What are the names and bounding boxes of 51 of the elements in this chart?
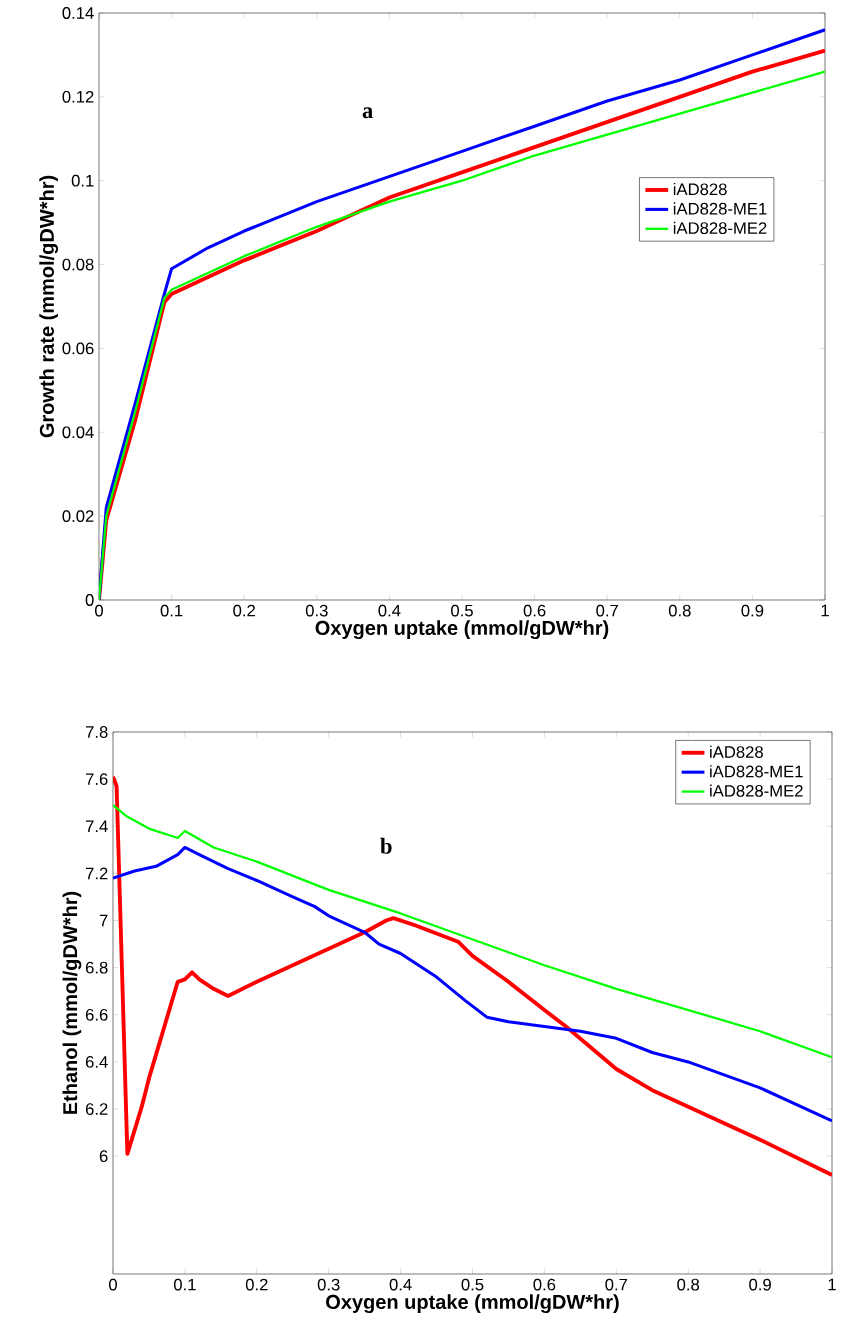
x-tick-label: 0.2 <box>233 604 255 617</box>
y-tick-label: 7.6 <box>85 773 108 786</box>
y-tick-label: 0.1 <box>71 174 94 187</box>
x-tick-label: 0.9 <box>749 1278 771 1291</box>
x-tick-label: 0.4 <box>389 1278 412 1291</box>
x-tick-label: 0.8 <box>677 1278 700 1291</box>
x-tick-label: 0.3 <box>317 1278 340 1291</box>
y-tick-label: 7.8 <box>85 726 108 738</box>
x-axis-title: Oxygen uptake (mmol/gDW*hr) <box>326 1294 619 1314</box>
x-tick-label: 1 <box>828 1278 836 1291</box>
x-tick-label: 0.8 <box>668 604 691 617</box>
x-tick-label: 0.5 <box>461 1278 484 1291</box>
legend-label: iAD828-ME2 <box>673 221 767 235</box>
y-tick-label: 0.06 <box>62 342 94 355</box>
x-tick-label: 0.1 <box>173 1278 196 1291</box>
x-tick-label: 0.1 <box>160 604 183 617</box>
annotation: a <box>362 107 373 119</box>
annotation: b <box>380 837 392 854</box>
y-axis-title: Ethanol (mmol/gDW*hr) <box>62 891 82 1114</box>
y-tick-label: 0 <box>85 594 94 606</box>
y-tick-label: 0.02 <box>62 510 94 523</box>
legend-label: iAD828 <box>673 182 727 196</box>
x-tick-label: 0.6 <box>523 604 546 617</box>
x-tick-label: 1 <box>821 604 829 617</box>
y-tick-label: 7 <box>99 914 108 927</box>
y-tick-label: 0.14 <box>62 7 94 19</box>
x-tick-label: 0.7 <box>605 1278 628 1291</box>
y-tick-label: 6 <box>99 1150 108 1163</box>
y-tick-label: 6.4 <box>85 1056 108 1068</box>
x-tick-label: 0.9 <box>741 604 764 617</box>
y-tick-label: 0.08 <box>62 258 94 271</box>
y-tick-label: 7.2 <box>85 867 108 880</box>
x-tick-label: 0.4 <box>378 604 401 617</box>
legend-label: iAD828-ME1 <box>710 765 803 778</box>
y-tick-label: 0.12 <box>62 90 94 103</box>
x-tick-label: 0.7 <box>596 604 618 617</box>
y-tick-label: 7.4 <box>85 820 108 832</box>
y-tick-label: 6.6 <box>85 1008 108 1021</box>
x-tick-label: 0.6 <box>533 1278 556 1291</box>
y-tick-label: 6.8 <box>85 961 108 974</box>
legend-label: iAD828-ME1 <box>673 202 767 215</box>
x-tick-label: 0.2 <box>245 1278 268 1291</box>
y-tick-label: 6.2 <box>85 1103 108 1115</box>
x-tick-label: 0.3 <box>305 604 328 617</box>
legend-label: iAD828-ME2 <box>710 784 803 797</box>
x-tick-label: 0.5 <box>451 604 473 617</box>
x-tick-label: 0 <box>109 1278 117 1291</box>
y-axis-title: Growth rate (mmol/gDW*hr) <box>39 175 59 438</box>
y-tick-label: 0.04 <box>62 426 94 439</box>
legend-label: iAD828 <box>710 745 763 758</box>
x-axis-title: Oxygen uptake (mmol/gDW*hr) <box>315 620 609 640</box>
